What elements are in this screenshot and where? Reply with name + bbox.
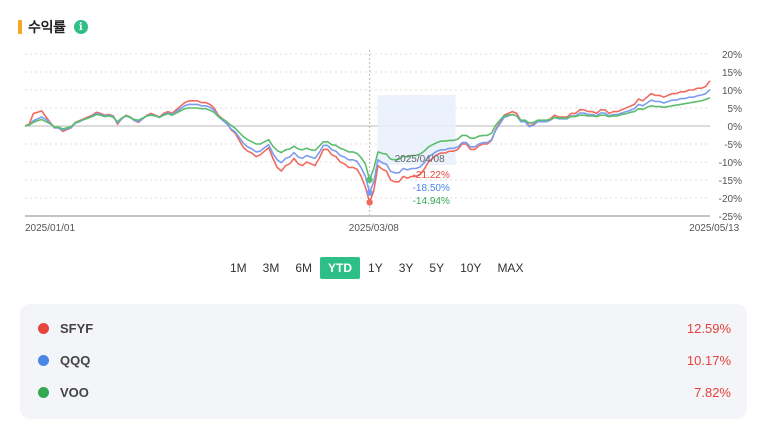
legend-name: QQQ bbox=[60, 352, 91, 368]
range-button-1m[interactable]: 1M bbox=[230, 261, 247, 275]
legend-item-sfyf: SFYF 12.59% bbox=[38, 318, 731, 338]
y-tick-label: 15% bbox=[722, 68, 742, 79]
series-line-qqq bbox=[24, 88, 711, 194]
chart-header: 수익률 i bbox=[18, 17, 88, 37]
legend-value: 12.59% bbox=[686, 320, 731, 336]
range-button-10y[interactable]: 10Y bbox=[460, 261, 482, 275]
series-line-voo bbox=[24, 97, 711, 181]
range-button-ytd[interactable]: YTD bbox=[320, 257, 361, 279]
range-button-3m[interactable]: 3M bbox=[262, 261, 280, 275]
x-tick-label: 2025/01/01 bbox=[25, 223, 75, 234]
y-tick-label: -25% bbox=[719, 212, 742, 223]
hover-marker-qqq bbox=[366, 189, 373, 196]
range-button-5y[interactable]: 5Y bbox=[429, 261, 445, 275]
y-tick-label: -10% bbox=[719, 158, 742, 169]
legend-dot-voo bbox=[38, 386, 49, 398]
legend-name: SFYF bbox=[60, 320, 94, 336]
hover-marker-sfyf bbox=[366, 199, 373, 206]
tooltip-date: 2025/04/08 bbox=[395, 154, 445, 165]
returns-chart: 20% 15% 10% 5% 0% -5% -10% -15% -20% -25% 2025/01/… bbox=[24, 50, 743, 234]
x-tick-label: 2025/03/08 bbox=[349, 223, 399, 234]
range-button-3y[interactable]: 3Y bbox=[398, 261, 414, 275]
info-icon[interactable]: i bbox=[73, 20, 88, 34]
range-selector: 1M 3M 6M YTD 1Y 3Y 5Y 10Y MAX bbox=[222, 257, 531, 279]
tooltip-value: -14.94% bbox=[413, 196, 450, 207]
range-button-max[interactable]: MAX bbox=[497, 261, 524, 275]
legend-panel: SFYF 12.59% QQQ 10.17% VOO 7.82% bbox=[20, 304, 747, 419]
legend-name: VOO bbox=[60, 384, 89, 400]
hover-marker-voo bbox=[366, 176, 373, 183]
y-tick-label: 0% bbox=[728, 122, 743, 133]
y-tick-label: 10% bbox=[722, 86, 742, 97]
y-tick-label: -15% bbox=[719, 176, 742, 187]
legend-item-qqq: QQQ 10.17% bbox=[38, 350, 731, 370]
legend-value: 7.82% bbox=[694, 384, 731, 400]
y-tick-label: 5% bbox=[728, 104, 743, 115]
legend-value: 10.17% bbox=[686, 352, 731, 368]
y-tick-label: 20% bbox=[722, 50, 742, 61]
tooltip-value: -21.22% bbox=[413, 170, 450, 181]
range-button-1y[interactable]: 1Y bbox=[368, 261, 383, 275]
y-tick-label: -20% bbox=[719, 194, 742, 205]
legend-item-voo: VOO 7.82% bbox=[38, 382, 731, 402]
legend-dot-qqq bbox=[38, 354, 49, 366]
range-button-6m[interactable]: 6M bbox=[295, 261, 313, 275]
tooltip-value: -18.50% bbox=[413, 183, 450, 194]
title-accent-bar bbox=[18, 20, 22, 34]
chart-title: 수익률 bbox=[28, 20, 66, 36]
x-tick-label: 2025/05/13 bbox=[689, 223, 739, 234]
y-tick-label: -5% bbox=[724, 140, 742, 151]
legend-dot-sfyf bbox=[38, 322, 49, 334]
